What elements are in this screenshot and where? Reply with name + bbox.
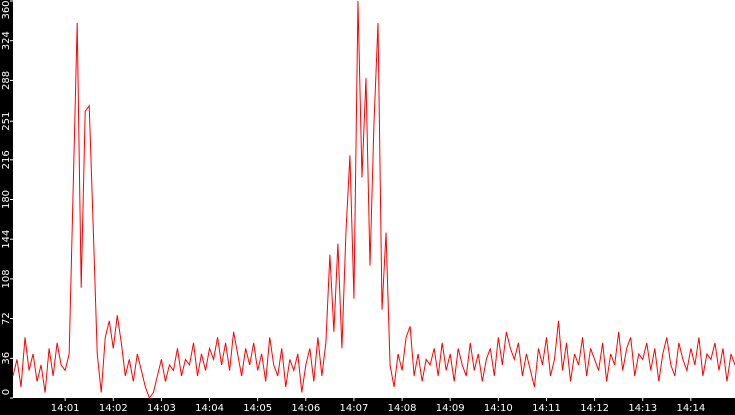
x-tick-label: 14:08 — [388, 403, 417, 414]
x-tick-label: 14:14 — [676, 403, 705, 414]
y-tick-label: 360 — [1, 0, 12, 19]
x-tick-label: 14:02 — [99, 403, 128, 414]
y-tick-label: 180 — [1, 190, 12, 209]
x-tick-label: 14:12 — [580, 403, 609, 414]
y-tick-label: 108 — [1, 269, 12, 288]
y-tick-label: 251 — [1, 112, 12, 131]
x-axis-strip — [0, 398, 735, 415]
y-tick-label: 144 — [1, 230, 12, 249]
x-tick-label: 14:03 — [147, 403, 176, 414]
x-tick-label: 14:11 — [532, 403, 561, 414]
y-tick-label: 72 — [1, 312, 12, 325]
y-tick-label: 0 — [1, 389, 12, 395]
data-line — [12, 0, 735, 400]
x-tick-label: 14:07 — [340, 403, 369, 414]
x-tick-label: 14:13 — [628, 403, 657, 414]
y-tick-label: 36 — [1, 352, 12, 365]
y-tick-label: 288 — [1, 71, 12, 90]
x-tick-label: 14:01 — [51, 403, 80, 414]
x-tick-label: 14:05 — [243, 403, 272, 414]
x-tick-label: 14:09 — [436, 403, 465, 414]
y-tick-label: 324 — [1, 31, 12, 50]
x-tick-label: 14:04 — [195, 403, 224, 414]
y-axis-strip — [0, 0, 13, 415]
y-tick-label: 216 — [1, 150, 12, 169]
x-tick-label: 14:06 — [291, 403, 320, 414]
x-tick-label: 14:10 — [484, 403, 513, 414]
